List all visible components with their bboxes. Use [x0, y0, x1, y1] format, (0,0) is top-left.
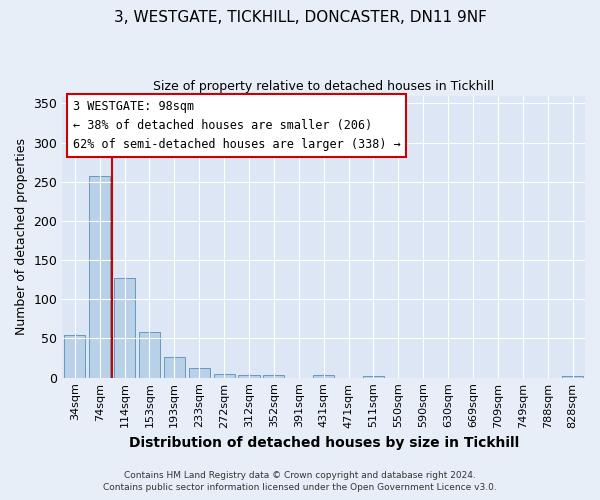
Text: 3 WESTGATE: 98sqm
← 38% of detached houses are smaller (206)
62% of semi-detache: 3 WESTGATE: 98sqm ← 38% of detached hous… — [73, 100, 400, 151]
Bar — [263, 376, 284, 378]
Text: Contains HM Land Registry data © Crown copyright and database right 2024.
Contai: Contains HM Land Registry data © Crown c… — [103, 471, 497, 492]
Bar — [363, 376, 384, 378]
Bar — [188, 368, 210, 378]
X-axis label: Distribution of detached houses by size in Tickhill: Distribution of detached houses by size … — [128, 436, 519, 450]
Bar — [214, 374, 235, 378]
Bar — [114, 278, 135, 378]
Bar — [313, 374, 334, 378]
Bar — [139, 332, 160, 378]
Bar — [64, 334, 85, 378]
Bar — [89, 176, 110, 378]
Text: 3, WESTGATE, TICKHILL, DONCASTER, DN11 9NF: 3, WESTGATE, TICKHILL, DONCASTER, DN11 9… — [113, 10, 487, 25]
Y-axis label: Number of detached properties: Number of detached properties — [15, 138, 28, 335]
Title: Size of property relative to detached houses in Tickhill: Size of property relative to detached ho… — [153, 80, 494, 93]
Bar — [238, 376, 260, 378]
Bar — [164, 356, 185, 378]
Bar — [562, 376, 583, 378]
